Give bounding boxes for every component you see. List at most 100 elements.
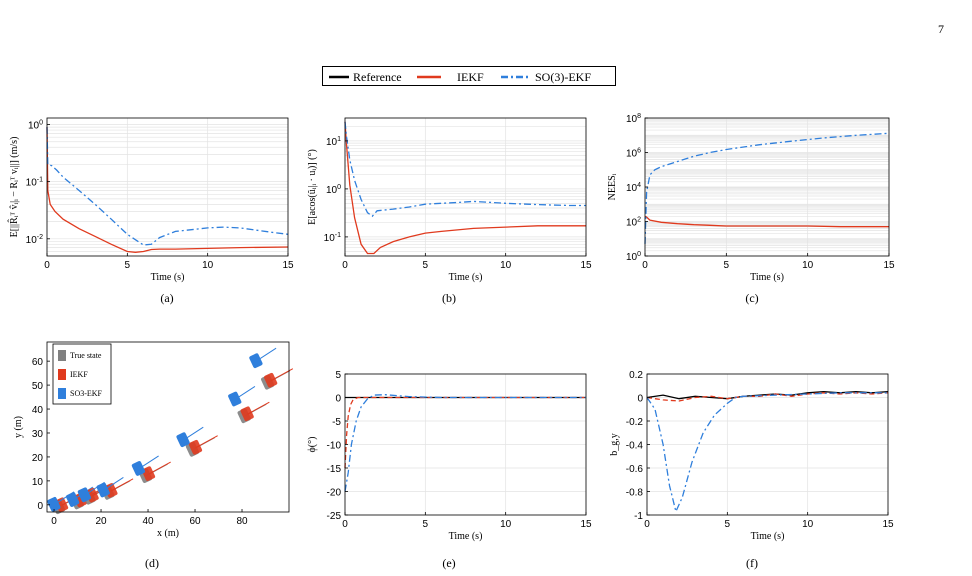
- series-iekf: [644, 215, 889, 228]
- x-tick-label: 60: [189, 516, 201, 527]
- y-tick-label: 100: [28, 120, 43, 132]
- x-tick-label: 40: [142, 516, 154, 527]
- grid-b: [344, 117, 587, 257]
- y-tick-label: -0.4: [626, 441, 644, 452]
- grid-c: [644, 117, 890, 257]
- y-tick-label: 30: [32, 429, 44, 440]
- trajectory-legend-label: SO3-EKF: [70, 389, 103, 398]
- legend-label-reference: Reference: [353, 70, 402, 84]
- series-iekf: [344, 121, 586, 255]
- x-tick-label: 15: [883, 260, 895, 271]
- panel-caption: (e): [442, 556, 455, 570]
- y-tick-label: 10-1: [26, 177, 43, 189]
- trajectory-legend-swatch: [58, 350, 66, 361]
- x-axis-label: Time (s): [750, 272, 784, 283]
- x-tick-label: 5: [423, 519, 429, 530]
- pose-marker-so3: [96, 482, 110, 498]
- chart-d: True state IEKF SO3-EKF 0 20 40 60 80 0 10 20 30 40 5…: [13, 341, 294, 570]
- pose-marker-so3: [47, 497, 61, 512]
- pose-marker-so3: [249, 353, 263, 369]
- y-tick-label: 10-1: [324, 232, 341, 244]
- series-so-3-ekf: [644, 132, 890, 244]
- pose-marker-iekf: [240, 406, 254, 422]
- panel-caption: (a): [160, 291, 173, 305]
- x-axis-label: Time (s): [751, 531, 785, 542]
- x-axis-label: Time (s): [449, 272, 483, 283]
- pose-marker-so3: [131, 461, 146, 476]
- y-tick-label: -10: [327, 441, 342, 452]
- y-tick-label: 104: [626, 182, 641, 194]
- trajectory-legend-swatch: [58, 369, 66, 380]
- x-tick-label: 10: [500, 519, 512, 530]
- legend-label-iekf: IEKF: [457, 70, 484, 84]
- y-tick-label: 40: [32, 405, 44, 416]
- axes-box-b: [344, 117, 587, 257]
- pose-marker-iekf: [141, 466, 156, 481]
- panel-caption: (d): [145, 556, 159, 570]
- x-tick-label: 15: [580, 260, 592, 271]
- page-number: 7: [938, 22, 944, 36]
- y-tick-label: -15: [327, 464, 342, 475]
- y-tick-label: 101: [326, 136, 341, 148]
- panel-caption: (b): [442, 291, 456, 305]
- trajectory-legend: True state IEKF SO3-EKF: [52, 343, 112, 405]
- axes-box-d: [46, 341, 290, 513]
- x-tick-label: 15: [580, 519, 592, 530]
- y-axis-label: y (m): [13, 416, 24, 438]
- y-tick-label: -1: [634, 511, 643, 522]
- y-tick-label: 20: [32, 453, 44, 464]
- y-tick-label: 50: [32, 381, 44, 392]
- y-tick-label: 108: [626, 113, 641, 125]
- chart-a: 0 5 10 15 10-2 10-1 100 Time (s) E[||R̂ᵢᵀ v̂ᵢ|ᵢ …: [7, 117, 294, 305]
- grid-a: [46, 118, 289, 257]
- panel-caption: (c): [745, 291, 758, 305]
- x-tick-label: 5: [423, 260, 429, 271]
- x-axis-label: Time (s): [449, 531, 483, 542]
- chart-e: 0 5 10 15 -25 -20 -15 -10 -5 0 5 Time (s) ϕ(°) (e): [307, 370, 592, 570]
- y-tick-label: 0: [637, 394, 643, 405]
- figure-legend: Reference IEKF SO(3)-EKF: [322, 66, 616, 86]
- pose-marker-iekf: [188, 439, 203, 455]
- panel-caption: (f): [746, 556, 758, 570]
- series-iekf: [344, 396, 586, 469]
- pose-marker-iekf: [264, 372, 278, 388]
- x-tick-label: 0: [51, 516, 57, 527]
- y-tick-label: 100: [326, 184, 341, 196]
- series-so-3-ekf: [344, 121, 586, 218]
- y-tick-label: -0.8: [626, 488, 644, 499]
- y-tick-label: 100: [626, 251, 641, 263]
- y-tick-label: -0.2: [626, 417, 644, 428]
- pose-marker-so3: [66, 492, 80, 507]
- y-tick-label: -20: [327, 488, 342, 499]
- x-tick-label: 15: [882, 519, 894, 530]
- x-tick-label: 0: [342, 260, 348, 271]
- series-so-3-ekf: [344, 394, 586, 492]
- y-tick-label: -0.6: [626, 464, 644, 475]
- legend-graphics: Reference IEKF SO(3)-EKF: [329, 70, 591, 84]
- series-so-3-ekf: [646, 392, 888, 514]
- x-tick-label: 5: [725, 519, 731, 530]
- chart-f: 0 5 10 15 -1 -0.8 -0.6 -0.4 -0.2 0 0.2 Time (s) b_g,…: [609, 370, 894, 570]
- y-axis-label: b_g,y: [609, 433, 620, 456]
- x-tick-label: 80: [236, 516, 248, 527]
- pose-marker-so3: [77, 487, 92, 503]
- x-tick-label: 0: [44, 260, 50, 271]
- trajectory-legend-label: IEKF: [70, 370, 88, 379]
- x-tick-label: 0: [642, 260, 648, 271]
- x-tick-label: 10: [202, 260, 214, 271]
- y-tick-label: 5: [335, 370, 341, 381]
- pose-marker-so3: [228, 391, 242, 407]
- series-iekf: [46, 127, 289, 253]
- y-tick-label: 10: [32, 477, 44, 488]
- x-axis-label: x (m): [157, 528, 179, 539]
- y-tick-label: 106: [626, 148, 641, 160]
- trajectory-legend-swatch: [58, 388, 66, 399]
- x-tick-label: 10: [802, 260, 814, 271]
- y-axis-label: E[||R̂ᵢᵀ v̂ᵢ|ᵢ − Rᵢᵀ vᵢ||] (m/s): [7, 137, 20, 238]
- x-tick-label: 5: [724, 260, 730, 271]
- legend-label-so3ekf: SO(3)-EKF: [535, 70, 591, 84]
- axes-box-a: [46, 117, 289, 257]
- x-tick-label: 15: [282, 260, 294, 271]
- x-tick-label: 10: [500, 260, 512, 271]
